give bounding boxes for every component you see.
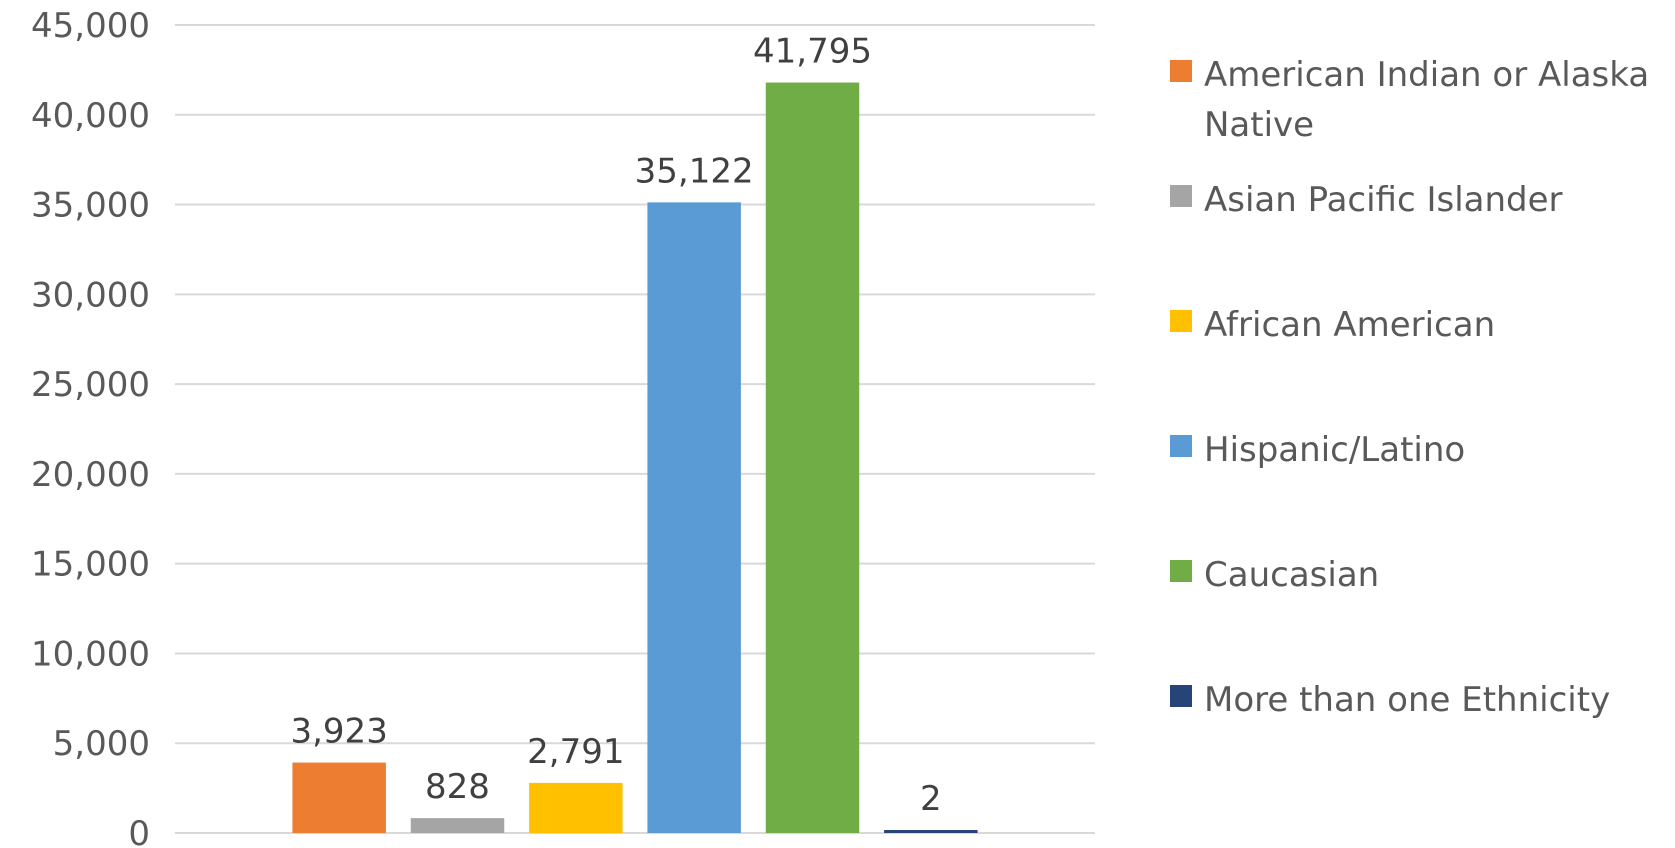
y-tick-label: 25,000: [31, 365, 150, 405]
legend-swatch: [1170, 435, 1192, 457]
legend-swatch: [1170, 60, 1192, 82]
y-tick-label: 0: [128, 814, 150, 848]
legend-label: More than one Ethnicity: [1204, 680, 1611, 720]
data-label: 35,122: [635, 151, 754, 191]
legend-swatch: [1170, 185, 1192, 207]
y-tick-label: 5,000: [53, 724, 150, 764]
bar: [765, 82, 860, 834]
legend-swatch: [1170, 685, 1192, 707]
legend-label: American Indian or Alaska Native: [1204, 55, 1650, 145]
bar: [884, 830, 978, 833]
legend-item-hispanic-latino: Hispanic/Latino: [1170, 425, 1664, 475]
legend-item-african-american: African American: [1170, 300, 1664, 350]
data-label: 2,791: [527, 732, 624, 772]
legend-item-american-indian: American Indian or Alaska Native: [1170, 50, 1664, 150]
y-tick-label: 20,000: [31, 455, 150, 495]
legend-label: African American: [1204, 305, 1496, 345]
legend-label: Hispanic/Latino: [1204, 430, 1466, 470]
bar-chart: 0 5,000 10,000 15,000 20,000 25,000 30,000 35,0…: [31, 6, 1095, 848]
legend-item-more-than-one-ethnicity: More than one Ethnicity: [1170, 675, 1664, 725]
legend-label: Asian Pacific Islander: [1204, 180, 1563, 220]
y-tick-label: 35,000: [31, 186, 150, 226]
bar: [647, 202, 741, 833]
bar: [292, 762, 386, 833]
data-label: 3,923: [290, 712, 387, 752]
data-label: 2: [920, 779, 942, 819]
y-tick-label: 45,000: [31, 6, 150, 46]
y-tick-label: 40,000: [31, 96, 150, 136]
y-tick-label: 15,000: [31, 545, 150, 585]
bar: [410, 818, 505, 833]
legend-item-caucasian: Caucasian: [1170, 550, 1664, 600]
legend-swatch: [1170, 560, 1192, 582]
legend-swatch: [1170, 310, 1192, 332]
data-label: 828: [425, 767, 490, 807]
y-tick-label: 30,000: [31, 275, 150, 315]
data-label: 41,795: [753, 32, 872, 72]
bar: [529, 782, 623, 833]
legend-label: Caucasian: [1204, 555, 1380, 595]
legend-item-asian-pacific-islander: Asian Pacific Islander: [1170, 175, 1664, 225]
y-tick-label: 10,000: [31, 634, 150, 674]
